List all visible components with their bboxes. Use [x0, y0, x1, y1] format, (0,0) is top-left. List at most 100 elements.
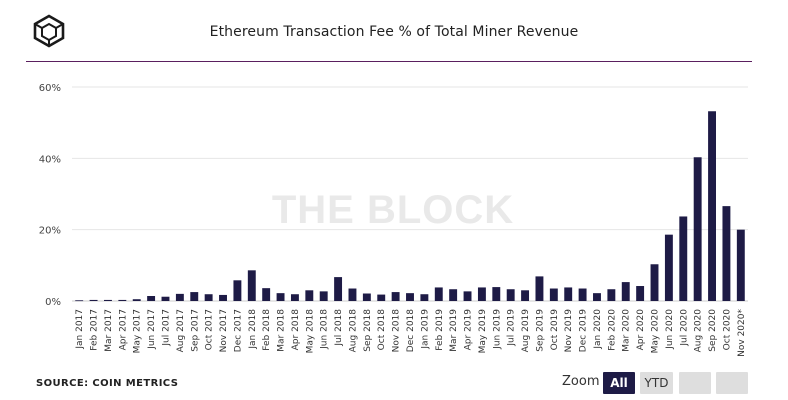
- bar[interactable]: [722, 206, 731, 301]
- bar[interactable]: [679, 216, 688, 301]
- bar[interactable]: [362, 293, 371, 301]
- x-tick-label: Apr 2020: [636, 309, 646, 351]
- x-tick-label: Dec 2019: [579, 309, 589, 352]
- bar[interactable]: [75, 300, 84, 302]
- bar[interactable]: [650, 264, 659, 301]
- x-tick-label: Mar 2020: [622, 309, 632, 352]
- watermark: THE BLOCK: [272, 188, 514, 232]
- bar[interactable]: [161, 296, 170, 301]
- bar[interactable]: [334, 277, 343, 301]
- bar[interactable]: [190, 292, 199, 301]
- bar-chart: THE BLOCK 0% 20% 40% 60% Jan 2017 Feb 2017 Ma…: [39, 83, 748, 357]
- bar[interactable]: [104, 299, 112, 301]
- x-tick-label: Jul 2020: [679, 309, 689, 347]
- bar[interactable]: [247, 270, 256, 301]
- bar[interactable]: [132, 299, 141, 301]
- bar[interactable]: [420, 294, 429, 301]
- x-tick-label: Oct 2020: [722, 309, 732, 351]
- x-tick-label: Dec 2018: [406, 309, 416, 352]
- y-tick-label: 40%: [39, 154, 61, 165]
- zoom-ytd-button[interactable]: YTD: [640, 372, 673, 394]
- x-tick-label: Nov 2019: [564, 309, 574, 353]
- bar[interactable]: [290, 294, 299, 301]
- x-tick-label: Oct 2019: [550, 309, 560, 351]
- bar[interactable]: [262, 288, 271, 301]
- bar[interactable]: [636, 286, 645, 301]
- zoom-all-button[interactable]: All: [603, 372, 635, 394]
- bar[interactable]: [564, 287, 573, 301]
- x-tick-label: Dec 2017: [233, 309, 243, 352]
- bar[interactable]: [391, 292, 400, 301]
- bar[interactable]: [204, 294, 213, 301]
- bar[interactable]: [535, 276, 544, 301]
- bar[interactable]: [434, 287, 443, 301]
- title-divider: [26, 61, 752, 62]
- y-tick-label: 0%: [45, 297, 61, 308]
- x-tick-label: Feb 2017: [90, 309, 100, 351]
- y-tick-label: 20%: [39, 226, 61, 237]
- gridlines: [72, 86, 748, 302]
- x-tick-label: Aug 2019: [521, 309, 531, 353]
- x-tick-label: Aug 2018: [348, 309, 358, 353]
- chart-title: Ethereum Transaction Fee % of Total Mine…: [209, 24, 579, 40]
- bar[interactable]: [621, 282, 630, 301]
- x-tick-label: Oct 2017: [205, 309, 215, 350]
- y-tick-label: 60%: [39, 83, 61, 94]
- bar[interactable]: [377, 294, 386, 301]
- bar[interactable]: [276, 293, 285, 301]
- bar[interactable]: [506, 289, 515, 301]
- x-tick-label: Jun 2020: [665, 309, 675, 350]
- bar[interactable]: [348, 288, 357, 301]
- x-tick-label: Nov 2018: [392, 309, 402, 353]
- x-tick-label: Sep 2019: [535, 309, 545, 352]
- bar[interactable]: [607, 289, 616, 301]
- x-tick-label: Jun 2018: [320, 309, 330, 350]
- x-tick-label: Jan 2019: [420, 309, 430, 350]
- bar[interactable]: [477, 287, 486, 301]
- bar[interactable]: [549, 288, 558, 301]
- x-tick-label: May 2018: [305, 309, 315, 354]
- bar[interactable]: [664, 234, 673, 301]
- x-tick-label: Sep 2017: [190, 309, 200, 352]
- bar[interactable]: [147, 296, 156, 301]
- x-tick-label: Nov 2020*: [737, 309, 747, 357]
- x-tick-label: Nov 2017: [219, 309, 229, 352]
- bar[interactable]: [578, 288, 587, 301]
- bar[interactable]: [593, 293, 601, 301]
- bar[interactable]: [463, 291, 472, 301]
- x-tick-label: Sep 2020: [708, 309, 718, 352]
- bar[interactable]: [708, 111, 716, 302]
- bar[interactable]: [521, 290, 530, 301]
- source-label: SOURCE: COIN METRICS: [36, 378, 179, 389]
- bar[interactable]: [319, 291, 328, 301]
- x-tick-label: Oct 2018: [377, 309, 387, 351]
- x-tick-label: Aug 2020: [694, 309, 704, 353]
- x-tick-label: May 2020: [651, 309, 661, 354]
- bar[interactable]: [492, 287, 501, 301]
- bar[interactable]: [89, 299, 98, 301]
- bar[interactable]: [693, 157, 702, 301]
- x-tick-label: Jun 2019: [492, 309, 502, 350]
- x-tick-label: Feb 2019: [435, 309, 445, 351]
- date-to-input[interactable]: [716, 372, 748, 394]
- bar[interactable]: [449, 289, 458, 301]
- x-tick-label: Jul 2019: [507, 309, 517, 347]
- bar[interactable]: [233, 280, 242, 301]
- x-tick-label: Jan 2018: [248, 309, 258, 350]
- y-axis-ticks: 0% 20% 40% 60%: [39, 83, 61, 308]
- x-tick-label: Mar 2018: [277, 309, 287, 352]
- bars: [75, 111, 745, 302]
- zoom-label: Zoom: [562, 374, 600, 389]
- bar[interactable]: [175, 293, 184, 301]
- x-tick-label: May 2017: [133, 309, 143, 353]
- date-from-input[interactable]: [679, 372, 711, 394]
- bar[interactable]: [219, 294, 227, 301]
- x-tick-label: May 2019: [478, 309, 488, 354]
- x-tick-label: Apr 2018: [291, 309, 301, 351]
- bar[interactable]: [406, 293, 414, 301]
- bar[interactable]: [305, 290, 314, 301]
- x-tick-label: Feb 2020: [607, 309, 617, 351]
- bar[interactable]: [118, 299, 127, 301]
- x-tick-label: Mar 2019: [449, 309, 459, 352]
- bar[interactable]: [736, 229, 745, 301]
